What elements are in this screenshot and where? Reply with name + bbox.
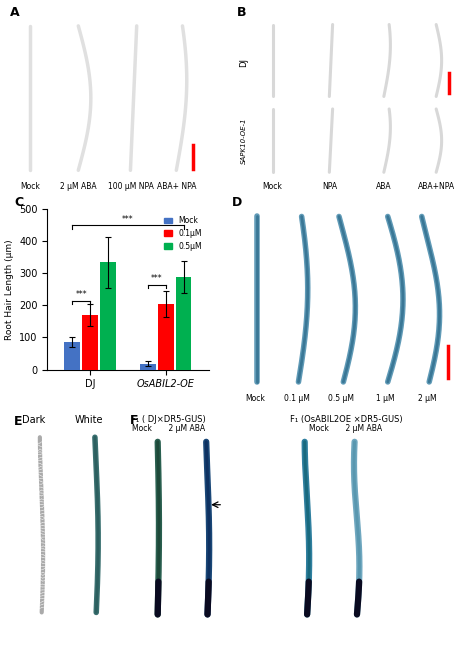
Text: ABA: ABA — [376, 182, 392, 191]
Text: White: White — [75, 415, 103, 425]
Text: Dark: Dark — [21, 415, 45, 425]
Text: A: A — [9, 7, 19, 20]
Text: 0.5 μM: 0.5 μM — [328, 394, 355, 403]
Text: Mock: Mock — [246, 394, 265, 403]
Text: 2 μM ABA: 2 μM ABA — [60, 182, 97, 191]
Text: 2 μM: 2 μM — [418, 394, 437, 403]
Text: B: B — [237, 7, 246, 20]
Text: E: E — [14, 415, 23, 428]
Text: F₁ (OsABIL2OE ×DR5-GUS): F₁ (OsABIL2OE ×DR5-GUS) — [290, 415, 402, 424]
Text: F₁ ( DJ×DR5-GUS): F₁ ( DJ×DR5-GUS) — [131, 415, 206, 424]
Text: ***: *** — [75, 290, 87, 300]
Text: 0.1 μM: 0.1 μM — [284, 394, 310, 403]
Text: SAPK10-OE-1: SAPK10-OE-1 — [241, 117, 247, 164]
Text: Mock: Mock — [263, 182, 283, 191]
Y-axis label: Root Hair Length (μm): Root Hair Length (μm) — [5, 239, 14, 339]
Text: Mock       2 μM ABA: Mock 2 μM ABA — [132, 424, 205, 433]
Text: F: F — [130, 414, 139, 427]
Bar — [158, 304, 173, 370]
Text: D: D — [232, 196, 243, 209]
Text: C: C — [14, 196, 23, 209]
Bar — [100, 262, 116, 370]
Text: 100 μM NPA: 100 μM NPA — [108, 182, 154, 191]
Text: Mock: Mock — [20, 182, 40, 191]
Text: ***: *** — [122, 215, 134, 224]
Bar — [64, 342, 80, 370]
Bar — [176, 277, 191, 370]
Text: ABA+NPA: ABA+NPA — [418, 182, 455, 191]
Text: NPA: NPA — [322, 182, 337, 191]
Text: DJ: DJ — [240, 58, 248, 67]
Text: Mock       2 μM ABA: Mock 2 μM ABA — [310, 424, 383, 433]
Text: 1 μM: 1 μM — [376, 394, 395, 403]
Legend: Mock, 0.1μM, 0.5μM: Mock, 0.1μM, 0.5μM — [161, 213, 205, 254]
Text: ABA+ NPA: ABA+ NPA — [156, 182, 196, 191]
Text: ***: *** — [151, 274, 163, 283]
Bar — [82, 315, 98, 370]
Bar — [140, 364, 156, 370]
